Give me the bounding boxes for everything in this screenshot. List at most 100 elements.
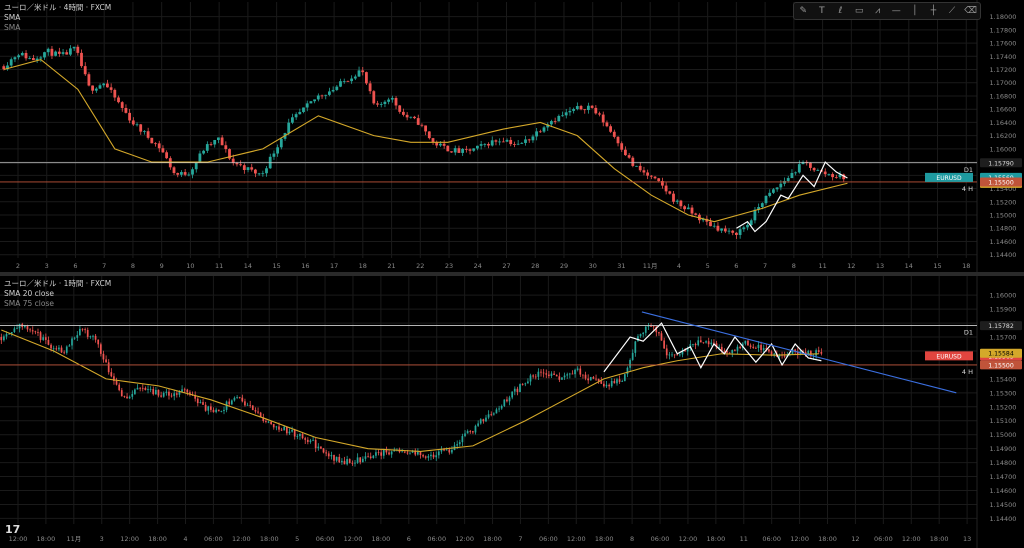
candle-body[interactable] bbox=[482, 419, 485, 422]
candle-body[interactable] bbox=[217, 137, 220, 140]
candle-body[interactable] bbox=[170, 395, 173, 397]
candle-body[interactable] bbox=[86, 330, 89, 337]
candle-body[interactable] bbox=[744, 340, 747, 344]
candle-body[interactable] bbox=[20, 52, 24, 56]
candle-body[interactable] bbox=[626, 367, 629, 375]
candle-body[interactable] bbox=[448, 449, 451, 453]
candle-body[interactable] bbox=[817, 350, 820, 353]
candle-body[interactable] bbox=[631, 157, 635, 166]
candle-body[interactable] bbox=[665, 348, 668, 356]
candle-body[interactable] bbox=[487, 414, 490, 418]
candle-body[interactable] bbox=[128, 396, 131, 399]
candle-body[interactable] bbox=[194, 395, 196, 399]
candle-body[interactable] bbox=[367, 456, 369, 458]
candle-body[interactable] bbox=[653, 176, 657, 179]
candle-body[interactable] bbox=[55, 348, 58, 350]
candle-body[interactable] bbox=[572, 109, 575, 111]
candle-body[interactable] bbox=[39, 57, 43, 59]
candle-body[interactable] bbox=[584, 374, 587, 379]
candle-body[interactable] bbox=[152, 389, 155, 395]
candle-body[interactable] bbox=[50, 344, 52, 349]
candle-body[interactable] bbox=[278, 426, 280, 430]
candle-body[interactable] bbox=[147, 389, 149, 391]
candle-body[interactable] bbox=[209, 144, 213, 145]
candle-body[interactable] bbox=[545, 373, 548, 375]
candle-body[interactable] bbox=[561, 115, 564, 117]
candle-body[interactable] bbox=[333, 455, 335, 461]
candle-body[interactable] bbox=[466, 431, 469, 434]
candle-body[interactable] bbox=[773, 353, 776, 355]
candle-body[interactable] bbox=[464, 433, 466, 437]
candle-body[interactable] bbox=[627, 155, 631, 158]
candle-body[interactable] bbox=[143, 131, 146, 133]
candle-body[interactable] bbox=[61, 52, 65, 54]
candle-body[interactable] bbox=[816, 170, 820, 172]
candle-body[interactable] bbox=[348, 459, 351, 463]
candle-body[interactable] bbox=[582, 374, 584, 376]
candle-body[interactable] bbox=[579, 368, 582, 375]
candle-body[interactable] bbox=[346, 459, 348, 465]
candle-body[interactable] bbox=[511, 391, 514, 398]
candle-body[interactable] bbox=[356, 457, 359, 463]
candle-body[interactable] bbox=[734, 349, 736, 351]
candle-body[interactable] bbox=[474, 425, 477, 433]
candle-body[interactable] bbox=[251, 405, 254, 411]
candle-body[interactable] bbox=[2, 66, 6, 70]
candle-body[interactable] bbox=[0, 337, 3, 341]
candle-body[interactable] bbox=[490, 140, 494, 146]
candle-body[interactable] bbox=[354, 462, 356, 464]
candle-body[interactable] bbox=[598, 113, 601, 115]
candle-body[interactable] bbox=[791, 349, 794, 355]
candle-body[interactable] bbox=[72, 46, 76, 49]
candle-body[interactable] bbox=[672, 193, 675, 202]
candle-body[interactable] bbox=[650, 326, 652, 328]
candle-body[interactable] bbox=[728, 352, 731, 354]
candle-body[interactable] bbox=[42, 337, 45, 340]
candle-body[interactable] bbox=[501, 141, 505, 143]
candle-body[interactable] bbox=[513, 144, 516, 145]
candle-body[interactable] bbox=[576, 368, 579, 370]
candle-body[interactable] bbox=[81, 328, 84, 330]
sma-line[interactable] bbox=[3, 58, 848, 223]
candle-body[interactable] bbox=[715, 343, 718, 348]
candle-body[interactable] bbox=[183, 389, 186, 391]
candle-body[interactable] bbox=[516, 388, 519, 392]
candle-body[interactable] bbox=[199, 402, 202, 404]
candle-body[interactable] bbox=[161, 148, 165, 153]
candle-body[interactable] bbox=[228, 149, 231, 159]
candle-body[interactable] bbox=[173, 393, 176, 397]
candle-body[interactable] bbox=[154, 143, 157, 145]
candle-body[interactable] bbox=[249, 404, 252, 406]
candle-body[interactable] bbox=[797, 164, 801, 173]
candle-body[interactable] bbox=[275, 426, 278, 428]
candle-body[interactable] bbox=[587, 105, 590, 111]
candle-body[interactable] bbox=[487, 143, 490, 146]
candle-body[interactable] bbox=[335, 86, 339, 90]
candle-body[interactable] bbox=[675, 200, 679, 202]
candle-body[interactable] bbox=[23, 325, 26, 328]
candle-body[interactable] bbox=[5, 334, 8, 337]
text-icon[interactable]: T bbox=[819, 6, 825, 16]
candle-body[interactable] bbox=[752, 346, 755, 348]
candle-body[interactable] bbox=[762, 348, 765, 350]
candle-body[interactable] bbox=[720, 228, 723, 231]
candle-body[interactable] bbox=[330, 455, 333, 457]
zigzag-tool-icon[interactable]: ⩘ bbox=[875, 6, 881, 16]
candle-body[interactable] bbox=[749, 345, 752, 347]
candle-body[interactable] bbox=[827, 174, 831, 175]
candle-body[interactable] bbox=[409, 116, 413, 118]
candle-body[interactable] bbox=[380, 452, 383, 456]
candle-body[interactable] bbox=[440, 449, 443, 452]
candle-body[interactable] bbox=[291, 117, 294, 123]
candle-body[interactable] bbox=[401, 451, 403, 453]
candle-body[interactable] bbox=[564, 112, 568, 116]
candle-body[interactable] bbox=[778, 354, 781, 357]
candle-body[interactable] bbox=[754, 347, 757, 349]
candle-body[interactable] bbox=[613, 380, 616, 384]
candle-body[interactable] bbox=[186, 389, 189, 393]
candle-body[interactable] bbox=[134, 389, 136, 394]
candle-body[interactable] bbox=[223, 409, 225, 411]
candle-body[interactable] bbox=[24, 52, 28, 59]
candle-body[interactable] bbox=[376, 103, 379, 105]
candle-body[interactable] bbox=[10, 332, 13, 334]
